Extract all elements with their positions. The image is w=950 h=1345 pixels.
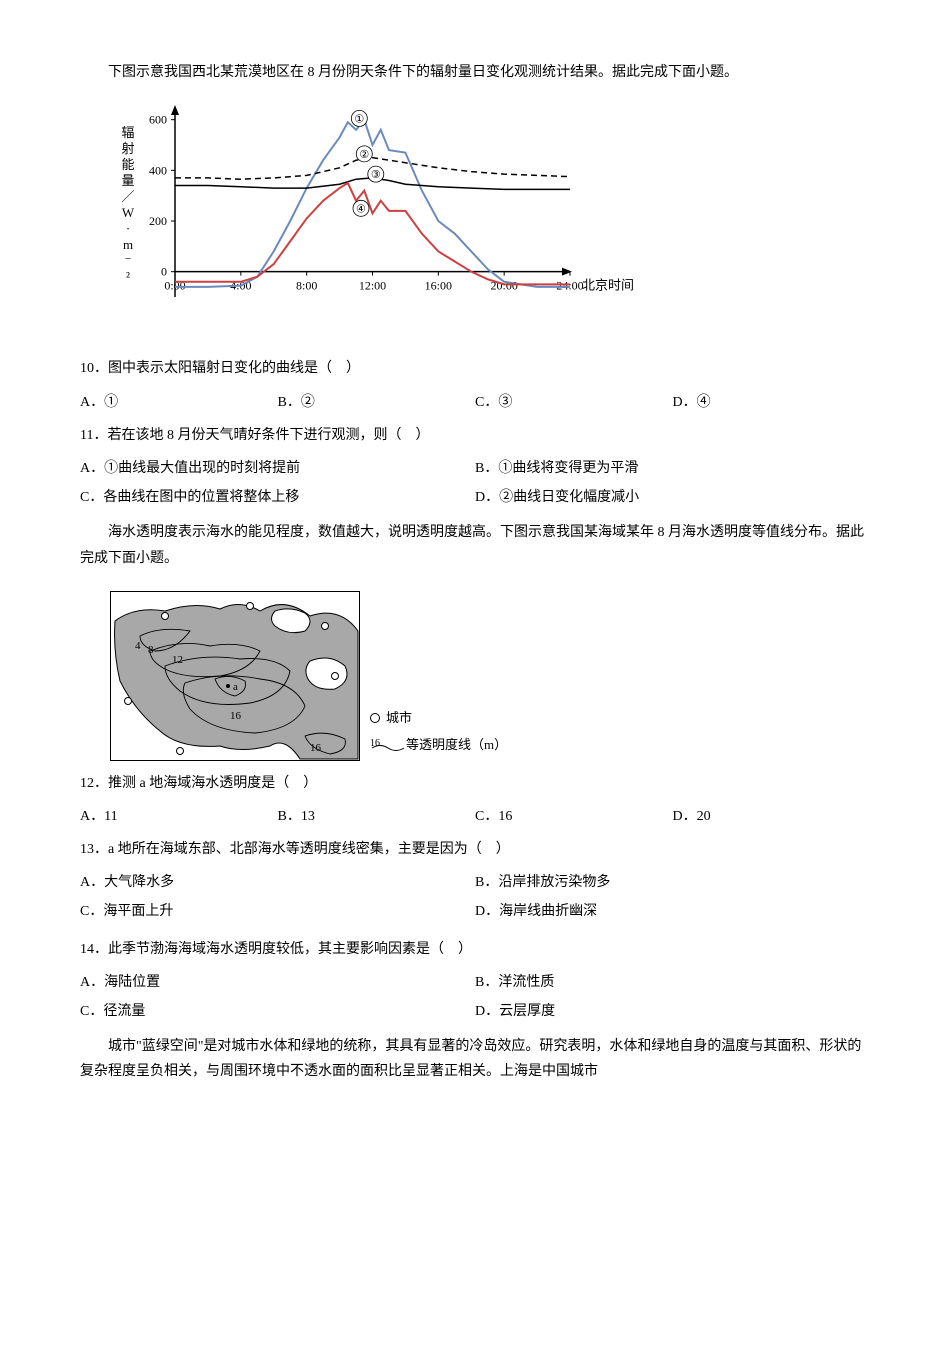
q10-opt-c[interactable]: C．③ <box>475 390 673 415</box>
svg-text:²: ² <box>126 269 130 284</box>
svg-text:8:00: 8:00 <box>296 279 317 293</box>
svg-text:北京时间: 北京时间 <box>582 278 634 293</box>
svg-text:200: 200 <box>149 214 167 228</box>
q11-options: A．①曲线最大值出现的时刻将提前 B．①曲线将变得更为平滑 C．各曲线在图中的位… <box>80 456 870 514</box>
q11-stem: 11．若在该地 8 月份天气晴好条件下进行观测，则（ ） <box>80 423 870 448</box>
q13-options: A．大气降水多 B．沿岸排放污染物多 C．海平面上升 D．海岸线曲折幽深 <box>80 870 870 928</box>
q12-stem: 12．推测 a 地海域海水透明度是（ ） <box>80 771 870 796</box>
q12-options: A．11 B．13 C．16 D．20 <box>80 804 870 829</box>
svg-text:12: 12 <box>172 654 183 666</box>
q14-opt-b[interactable]: B．洋流性质 <box>475 970 870 995</box>
q10-stem: 10．图中表示太阳辐射日变化的曲线是（ ） <box>80 356 870 381</box>
q13-stem: 13．a 地所在海域东部、北部海水等透明度线密集，主要是因为（ ） <box>80 837 870 862</box>
svg-text:400: 400 <box>149 164 167 178</box>
svg-text:600: 600 <box>149 113 167 127</box>
svg-text:a: a <box>233 681 238 693</box>
svg-text:m: m <box>123 237 133 252</box>
q14-opt-c[interactable]: C．径流量 <box>80 999 475 1024</box>
radiation-chart: 02004006000:004:008:0012:0016:0020:0024:… <box>110 97 870 346</box>
q12-opt-b[interactable]: B．13 <box>278 804 476 829</box>
svg-text:量: 量 <box>121 173 134 188</box>
q12-opt-c[interactable]: C．16 <box>475 804 673 829</box>
svg-text:12:00: 12:00 <box>359 279 386 293</box>
svg-text:16:00: 16:00 <box>425 279 452 293</box>
q13-opt-a[interactable]: A．大气降水多 <box>80 870 475 895</box>
q13-opt-d[interactable]: D．海岸线曲折幽深 <box>475 899 870 924</box>
svg-text:8: 8 <box>148 644 154 656</box>
svg-text:能: 能 <box>121 157 134 172</box>
q11-opt-b[interactable]: B．①曲线将变得更为平滑 <box>475 456 870 481</box>
section2-intro: 海水透明度表示海水的能见程度，数值越大，说明透明度越高。下图示意我国某海域某年 … <box>80 520 870 570</box>
svg-text:④: ④ <box>356 204 366 216</box>
svg-text:0: 0 <box>161 265 167 279</box>
svg-text:16: 16 <box>310 742 322 754</box>
svg-text:16: 16 <box>370 738 380 749</box>
city-marker-icon <box>370 713 380 723</box>
contour-line-icon: 16 <box>370 738 406 752</box>
svg-text:①: ① <box>354 114 364 126</box>
transparency-map: 48 12 16 16 a 城市 16 等透明度线（m） <box>110 591 870 761</box>
svg-text:射: 射 <box>121 141 134 156</box>
q14-opt-d[interactable]: D．云层厚度 <box>475 999 870 1024</box>
svg-text:16: 16 <box>230 710 242 722</box>
q14-opt-a[interactable]: A．海陆位置 <box>80 970 475 995</box>
q11-opt-c[interactable]: C．各曲线在图中的位置将整体上移 <box>80 485 475 510</box>
legend-contour-label: 等透明度线（m） <box>406 733 507 756</box>
q13-opt-c[interactable]: C．海平面上升 <box>80 899 475 924</box>
map-legend: 城市 16 等透明度线（m） <box>370 702 507 761</box>
q14-options: A．海陆位置 B．洋流性质 C．径流量 D．云层厚度 <box>80 970 870 1028</box>
svg-text:②: ② <box>359 149 369 161</box>
section3-intro: 城市"蓝绿空间"是对城市水体和绿地的统称，其具有显著的冷岛效应。研究表明，水体和… <box>80 1034 870 1084</box>
section1-intro: 下图示意我国西北某荒漠地区在 8 月份阴天条件下的辐射量日变化观测统计结果。据此… <box>80 60 870 85</box>
q12-opt-a[interactable]: A．11 <box>80 804 278 829</box>
svg-text:·: · <box>126 221 130 236</box>
svg-text:／: ／ <box>121 189 134 204</box>
svg-text:W: W <box>122 205 135 220</box>
svg-text:③: ③ <box>371 169 381 181</box>
svg-text:0:00: 0:00 <box>164 279 185 293</box>
svg-text:⁻: ⁻ <box>125 253 132 268</box>
q10-opt-d[interactable]: D．④ <box>673 390 871 415</box>
svg-text:24:00: 24:00 <box>556 279 583 293</box>
q13-opt-b[interactable]: B．沿岸排放污染物多 <box>475 870 870 895</box>
svg-text:辐: 辐 <box>121 125 134 140</box>
q10-options: A．① B．② C．③ D．④ <box>80 390 870 415</box>
q12-opt-d[interactable]: D．20 <box>673 804 871 829</box>
q14-stem: 14．此季节渤海海域海水透明度较低，其主要影响因素是（ ） <box>80 937 870 962</box>
q11-opt-d[interactable]: D．②曲线日变化幅度减小 <box>475 485 870 510</box>
q10-opt-b[interactable]: B．② <box>278 390 476 415</box>
svg-text:4: 4 <box>135 640 141 652</box>
q10-opt-a[interactable]: A．① <box>80 390 278 415</box>
legend-city-label: 城市 <box>386 706 412 729</box>
q11-opt-a[interactable]: A．①曲线最大值出现的时刻将提前 <box>80 456 475 481</box>
